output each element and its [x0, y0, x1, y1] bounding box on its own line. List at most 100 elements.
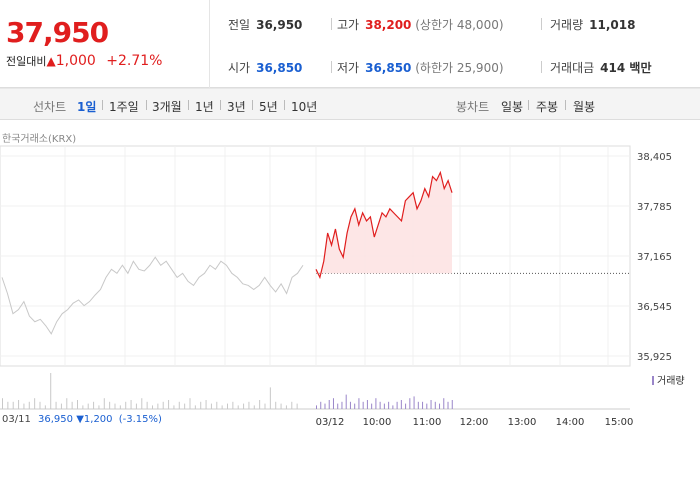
volume-bar — [405, 403, 407, 409]
prev-close-value: 36,950 — [256, 18, 303, 32]
tab-weekly-candle[interactable]: 주봉 — [536, 100, 559, 114]
tab-monthly-candle[interactable]: 월봉 — [573, 100, 596, 114]
volume-bar — [400, 400, 402, 409]
volume-bar — [210, 403, 212, 409]
prev-day-pct: (-3.15%) — [118, 414, 162, 425]
volume-bar — [7, 401, 9, 409]
volume-bar — [447, 401, 449, 409]
volume-bar — [443, 398, 445, 409]
volume-bar — [413, 396, 415, 409]
volume-bar — [383, 403, 385, 409]
tab-1day[interactable]: 1일 — [77, 100, 97, 114]
volume-bar — [178, 401, 180, 409]
volume-bar — [221, 405, 223, 409]
current-price: 37,950 — [6, 16, 109, 49]
volume-bar — [291, 401, 293, 409]
volume-bar — [371, 403, 373, 409]
volume-bar — [55, 401, 57, 409]
volume-bar — [349, 401, 351, 409]
tab-1year[interactable]: 1년 — [195, 100, 214, 114]
volume-bar — [205, 400, 207, 409]
volume-bar — [119, 405, 121, 409]
tab-5years[interactable]: 5년 — [259, 100, 278, 114]
volume-bar — [417, 401, 419, 409]
y-tick-label: 36,545 — [637, 302, 672, 313]
quote-header: 37,950 전일대비▲1,000 +2.71% 전일 36,950 고가 38,2… — [0, 0, 700, 88]
volume-legend: 거래량 — [652, 372, 685, 387]
volume-bar — [320, 401, 322, 409]
volume-bar — [162, 401, 164, 409]
divider — [146, 100, 147, 110]
volume-bar — [396, 401, 398, 409]
prev-day-close: 36,950 — [38, 414, 74, 425]
volume-bar — [77, 400, 78, 409]
volume-bar — [141, 398, 143, 409]
volume-value: 11,018 — [589, 18, 636, 32]
divider — [331, 61, 332, 73]
tab-3months[interactable]: 3개월 — [152, 100, 182, 114]
volume-bar — [82, 405, 84, 409]
volume-bar — [39, 401, 41, 409]
x-tick-label: 15:00 — [605, 417, 634, 428]
volume-bar — [114, 403, 116, 409]
volume-bar — [93, 401, 95, 409]
volume-bar — [135, 403, 137, 409]
volume-bar — [184, 403, 186, 409]
volume-bar — [253, 405, 255, 409]
volume-bar — [264, 403, 266, 409]
x-tick-label: 03/12 — [316, 417, 345, 428]
divider — [331, 18, 332, 30]
volume-bar — [200, 401, 202, 409]
volume-bar — [366, 400, 368, 409]
prev-day-info: 03/11 36,950 ▼1,200 (-3.15%) — [2, 414, 162, 425]
x-tick-label: 11:00 — [413, 417, 442, 428]
volume-bar — [2, 398, 3, 409]
tab-10years[interactable]: 10년 — [291, 100, 318, 114]
volume-bar — [375, 398, 377, 409]
tab-3years[interactable]: 3년 — [227, 100, 246, 114]
volume-bar — [103, 398, 105, 409]
volume-bar — [434, 401, 436, 409]
divider — [541, 18, 542, 30]
volume-bar — [379, 401, 381, 409]
volume-bar — [189, 398, 191, 409]
volume-bar — [130, 400, 132, 409]
today-price-area — [316, 172, 452, 278]
volume-bar — [98, 405, 100, 409]
volume-bar — [232, 401, 234, 409]
volume-bar — [50, 373, 52, 409]
change-row: 전일대비▲1,000 +2.71% — [6, 53, 162, 69]
open-value: 36,850 — [256, 61, 303, 75]
volume-bar — [324, 403, 326, 409]
low-info: 저가 36,850 (하한가 25,900) — [337, 59, 504, 76]
volume-bar — [316, 405, 317, 409]
volume-bar — [248, 401, 250, 409]
divider — [220, 100, 221, 110]
prev-close-label: 전일 — [228, 18, 251, 32]
x-tick-label: 12:00 — [460, 417, 489, 428]
volume-bar — [173, 405, 175, 409]
volume-bar — [409, 398, 411, 409]
down-arrow-icon: ▼ — [76, 414, 84, 425]
volume-bar — [28, 401, 30, 409]
volume-bar — [388, 401, 390, 409]
low-label: 저가 — [337, 61, 360, 75]
y-tick-label: 37,785 — [637, 202, 672, 213]
y-tick-label: 37,165 — [637, 252, 672, 263]
volume-bar — [87, 403, 89, 409]
tab-daily-candle[interactable]: 일봉 — [501, 100, 524, 114]
volume-info: 거래량 11,018 — [550, 16, 635, 33]
low-value: 36,850 — [365, 61, 412, 75]
tab-1week[interactable]: 1주일 — [109, 100, 139, 114]
y-tick-label: 38,405 — [637, 152, 672, 163]
upper-limit: (상한가 48,000) — [415, 18, 504, 32]
volume-bar — [426, 403, 428, 409]
volume-bar — [337, 403, 339, 409]
line-chart-label: 선차트 — [33, 100, 67, 114]
volume-bar — [439, 403, 441, 409]
volume-legend-label: 거래량 — [657, 376, 685, 387]
volume-bar — [285, 405, 287, 409]
volume-bar — [152, 405, 153, 409]
volume-bar — [243, 403, 245, 409]
